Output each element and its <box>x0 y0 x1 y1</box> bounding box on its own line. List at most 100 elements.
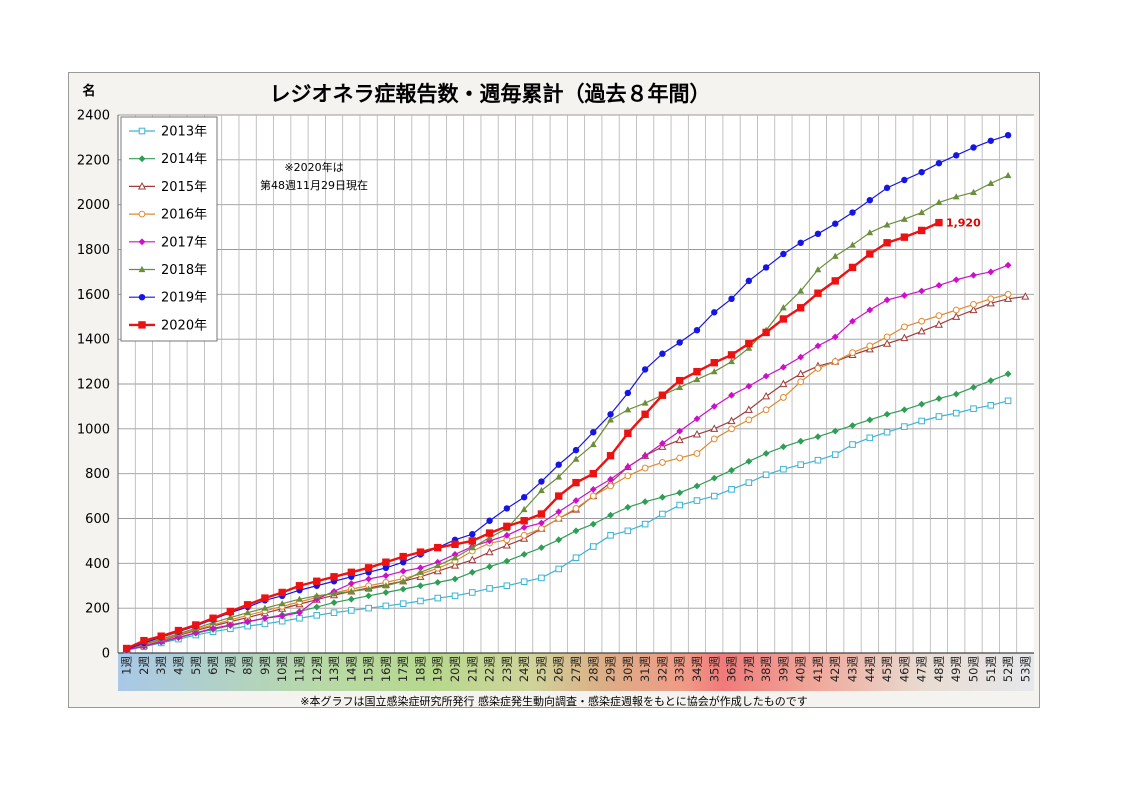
x-tick-label: 43週 <box>846 656 860 683</box>
x-tick-label: 3週 <box>154 656 168 675</box>
legend-items: 2013年 2014年 2015年 2016年 2017年 2018年 2019年 2020年 <box>129 125 207 333</box>
data-point <box>744 405 753 413</box>
data-point <box>641 498 649 506</box>
x-tick-label: 28週 <box>586 656 600 683</box>
y-tick-label: 1400 <box>77 333 110 348</box>
data-point <box>485 529 494 537</box>
x-tick-label: 13週 <box>327 656 341 683</box>
data-point <box>624 406 632 413</box>
legend: 2013年 2014年 2015年 2016年 2017年 2018年 2019年 2020年 <box>120 116 218 342</box>
data-point <box>728 425 735 433</box>
data-point <box>347 568 356 576</box>
data-point <box>520 578 528 586</box>
data-point <box>831 252 839 259</box>
data-point <box>1004 261 1012 269</box>
data-point <box>382 564 390 572</box>
x-tick-label: 21週 <box>465 656 479 683</box>
data-point <box>658 391 667 399</box>
data-point <box>364 564 373 572</box>
data-point <box>866 229 874 236</box>
data-point <box>538 486 545 494</box>
last-value-label: 1,920 <box>946 217 981 230</box>
data-point <box>659 459 666 466</box>
data-point <box>814 364 822 372</box>
data-point <box>330 573 338 581</box>
data-point <box>450 561 460 569</box>
y-tick-label: 1200 <box>77 378 110 393</box>
data-point <box>900 215 908 222</box>
data-point <box>883 428 891 436</box>
data-point <box>417 597 424 605</box>
data-point <box>918 400 926 408</box>
data-point <box>607 475 614 483</box>
y-tick-label: 200 <box>85 602 110 617</box>
x-tick-label: 25週 <box>534 656 548 683</box>
data-point <box>918 287 926 295</box>
data-point <box>866 196 874 204</box>
data-point <box>745 416 753 424</box>
data-point <box>832 220 839 227</box>
data-point <box>451 554 459 561</box>
legend-marker <box>138 210 146 218</box>
data-point <box>710 424 719 432</box>
data-point <box>174 626 183 635</box>
data-point <box>330 599 338 606</box>
data-point <box>883 184 891 192</box>
x-tick-label: 6週 <box>206 656 220 675</box>
data-point <box>849 441 856 448</box>
data-point <box>469 589 476 596</box>
data-point <box>901 423 908 430</box>
data-point <box>952 193 960 200</box>
data-point <box>676 501 683 509</box>
x-tick-label: 37週 <box>742 656 756 683</box>
x-tick-label: 2週 <box>137 656 151 675</box>
data-point <box>468 537 477 545</box>
chart-title: レジオネラ症報告数・週毎累計（過去８年間） <box>270 82 711 106</box>
data-point <box>987 137 994 144</box>
data-point <box>209 614 217 622</box>
x-tick-label: 50週 <box>967 656 981 683</box>
data-point <box>192 629 200 637</box>
data-point <box>209 624 217 632</box>
series-line-2018年 <box>126 174 1009 650</box>
data-point <box>624 503 632 511</box>
data-point <box>555 508 563 516</box>
x-tick-label: 36週 <box>725 656 739 683</box>
x-tick-label: 9週 <box>258 656 272 675</box>
note-line-1: ※2020年は <box>284 160 343 174</box>
x-tick-label: 51週 <box>984 656 998 683</box>
legend-item: 2014年 <box>129 152 207 167</box>
data-point <box>849 241 856 248</box>
data-point <box>451 575 459 583</box>
data-point <box>296 609 303 617</box>
data-point <box>607 416 614 423</box>
legend-item: 2020年 <box>129 318 207 333</box>
data-point <box>590 428 597 436</box>
data-point <box>243 601 252 609</box>
data-point <box>382 572 390 580</box>
x-tick-label: 49週 <box>949 656 963 683</box>
x-tick-label: 20週 <box>448 656 462 683</box>
data-point <box>365 585 373 592</box>
x-tick-label: 5週 <box>189 656 203 675</box>
data-point <box>762 372 770 380</box>
data-point <box>261 614 269 622</box>
data-point <box>520 494 528 501</box>
data-point <box>226 621 234 629</box>
y-tick-label: 2000 <box>77 198 110 213</box>
data-point <box>814 456 822 464</box>
y-unit-label: 名 <box>82 83 95 99</box>
data-point <box>935 395 943 402</box>
legend-marker <box>138 155 146 163</box>
data-point <box>486 533 493 541</box>
data-point <box>866 434 874 442</box>
legend-label: 2017年 <box>161 235 207 250</box>
data-point <box>883 410 891 418</box>
data-point <box>468 555 477 564</box>
data-point <box>779 304 787 311</box>
legend-marker <box>137 181 147 190</box>
x-tick-label: 16週 <box>379 656 393 683</box>
data-point <box>745 339 753 348</box>
legend-label: 2015年 <box>161 180 207 195</box>
x-tick-label: 11週 <box>292 656 306 683</box>
